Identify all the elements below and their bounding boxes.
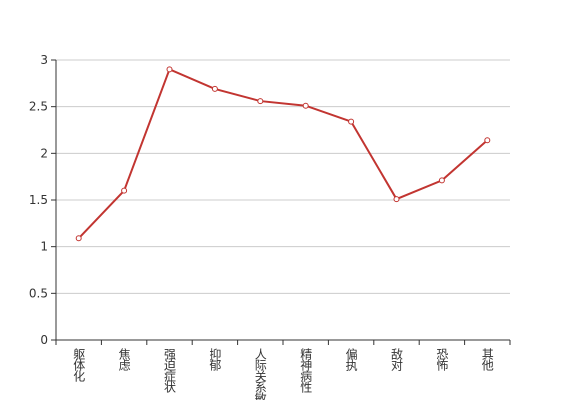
x-tick-label: 抑郁 (208, 347, 222, 372)
y-tick-label: 1 (40, 240, 48, 254)
x-tick-label: 人际关系敏感 (253, 348, 267, 400)
x-tick-label: 强迫症状 (163, 348, 177, 393)
y-tick-label: 0 (40, 333, 48, 347)
point (211, 85, 218, 92)
x-tick-label: 躯体化 (72, 347, 86, 383)
point (438, 177, 445, 184)
line (77, 67, 488, 239)
point (393, 196, 400, 203)
point (484, 137, 491, 144)
x-tick-label: 敌对 (390, 347, 404, 371)
y-tick-label: 0.5 (29, 286, 48, 300)
x-tick-label: 焦虑 (117, 348, 131, 371)
y-tick-label: 1.5 (29, 193, 48, 207)
point (121, 187, 128, 194)
x-tick-label: 恐怖 (435, 348, 449, 371)
x-tick-label: 其他 (480, 348, 494, 371)
point (348, 118, 355, 125)
y-tick-label: 2.5 (29, 100, 48, 114)
x-tick-label: 偏执 (344, 347, 358, 372)
point (166, 66, 173, 73)
y-tick-label: 2 (40, 146, 48, 160)
point (75, 235, 82, 242)
point (302, 102, 309, 109)
x-tick-label: 精神病性 (299, 348, 313, 394)
point (257, 98, 264, 105)
y-tick-label: 3 (40, 53, 48, 67)
